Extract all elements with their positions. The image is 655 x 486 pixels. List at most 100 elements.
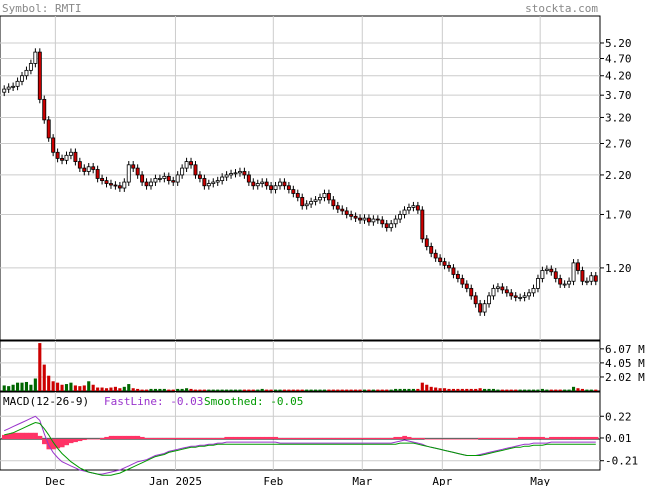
candle [366, 217, 371, 223]
macd-hist-bar [411, 437, 416, 439]
macd-hist-bar [535, 436, 541, 439]
macd-hist-bar [10, 432, 16, 439]
candle [589, 275, 594, 282]
volume-bar [491, 388, 496, 391]
macd-hist-bar [509, 437, 514, 439]
candle [438, 257, 443, 263]
volume-y-axis: 6.07 M4.05 M2.02 M [600, 343, 645, 384]
volume-bar [238, 389, 242, 391]
candle [584, 280, 589, 283]
macd-hist-bar [482, 437, 488, 439]
macd-hist-bar [300, 437, 305, 439]
macd-hist-bar [237, 436, 243, 439]
volume-bar [82, 385, 86, 391]
volume-bar [434, 387, 438, 391]
macd-hist-bar [589, 436, 594, 439]
volume-bar [242, 389, 246, 391]
volume-bar [233, 389, 238, 391]
volume-bar [589, 389, 593, 391]
volume-bar [407, 388, 411, 391]
candle [362, 217, 367, 221]
candle [189, 161, 193, 166]
candle [175, 174, 180, 183]
volume-bar [549, 389, 553, 391]
macd-hist-bar [495, 437, 501, 439]
macd-hist-bar [460, 439, 465, 440]
macd-hist-bar [526, 436, 532, 439]
macd-hist-bar [24, 432, 29, 439]
macd-hist-bar [295, 437, 301, 439]
volume-bar [500, 389, 504, 391]
candle [558, 278, 563, 285]
volume-bar [505, 389, 509, 391]
macd-hist-bar [491, 437, 497, 439]
candle [122, 181, 127, 189]
candle [504, 289, 509, 294]
macd-hist-bar [357, 437, 363, 439]
volume-bar [509, 389, 513, 391]
macd-hist-bar [455, 439, 461, 440]
volume-bar [113, 386, 117, 391]
volume-bar [380, 389, 384, 391]
candle [255, 183, 260, 187]
volume-bar [136, 388, 140, 391]
macd-hist-bar [268, 436, 274, 439]
volume-bars [2, 343, 598, 391]
candle [166, 175, 171, 182]
volume-bar [149, 388, 153, 391]
candle [464, 283, 469, 289]
volume-bar [349, 389, 353, 391]
macd-hist-bar [175, 437, 181, 439]
volume-bar [64, 384, 69, 391]
volume-bar [162, 388, 166, 391]
candle [380, 219, 385, 225]
volume-bar [118, 388, 122, 391]
macd-hist-bar [179, 437, 185, 439]
volume-tick-label: 2.02 M [605, 371, 645, 384]
candle [64, 154, 69, 161]
volume-bar [536, 389, 540, 391]
candle [251, 181, 256, 187]
volume-bar [185, 388, 189, 391]
candle [260, 181, 265, 184]
volume-bar [282, 389, 286, 391]
macd-hist-bar [157, 437, 163, 439]
macd-hist-bar [28, 432, 34, 439]
candle [491, 287, 496, 297]
candle [24, 69, 29, 77]
volume-bar [487, 388, 491, 391]
volume-bar [211, 389, 215, 391]
candle [28, 63, 33, 71]
volume-bar [354, 389, 358, 391]
macd-hist-bar [99, 437, 105, 439]
candle [553, 271, 558, 279]
macd-hist-bar [135, 435, 141, 439]
volume-bar [451, 388, 456, 391]
macd-hist-bar [68, 439, 74, 444]
volume-bar [309, 389, 313, 391]
candle [215, 180, 220, 183]
macd-hist-bar [446, 439, 452, 440]
volume-bar [100, 387, 104, 391]
macd-hist-bar [104, 436, 110, 439]
volume-bar [260, 388, 264, 391]
price-tick-label: 2.70 [605, 138, 632, 151]
macd-hist-bar [406, 436, 412, 439]
price-tick-label: 3.70 [605, 89, 632, 102]
x-axis: Dec Jan 2025 Feb Mar Apr May [45, 475, 550, 486]
volume-bar [256, 389, 260, 391]
price-tick-label: 3.20 [605, 111, 632, 124]
volume-bar [216, 389, 220, 391]
macd-hist-bar [184, 437, 190, 439]
volume-bar [296, 389, 300, 391]
candle [73, 151, 78, 162]
candle [304, 203, 309, 207]
volume-bar [438, 388, 442, 391]
price-tick-label: 1.70 [605, 208, 632, 221]
macd-hist-bar [197, 437, 203, 439]
macd-hist-bar [224, 436, 230, 439]
volume-bar [420, 382, 424, 391]
volume-bar [91, 384, 95, 391]
candle [562, 283, 567, 286]
candle [300, 197, 305, 207]
